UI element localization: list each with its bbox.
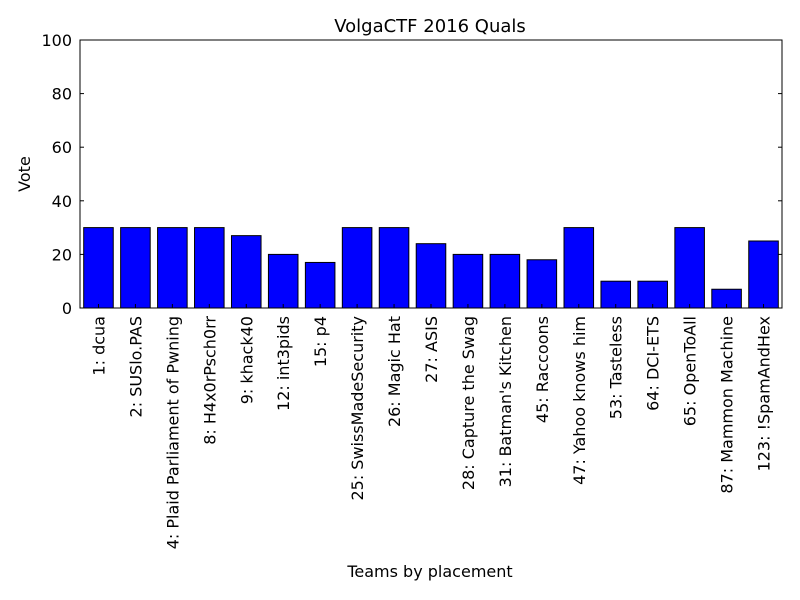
x-tick-label: 28: Capture the Swag [459, 316, 478, 490]
x-tick-label: 1: dcua [89, 316, 108, 376]
x-tick-label: 15: p4 [311, 316, 330, 367]
x-tick-label: 45: Raccoons [533, 316, 552, 423]
bar-8 [341, 227, 373, 309]
y-tick-label: 40 [52, 192, 72, 211]
bar-16 [637, 280, 668, 309]
x-tick-label: 4: Plaid Parliament of Pwning [163, 316, 182, 549]
x-axis-label: Teams by placement [346, 562, 512, 581]
bar-6 [267, 253, 299, 309]
x-tick-label: 64: DCI-ETS [644, 316, 663, 411]
x-tick-label: 53: Tasteless [607, 316, 626, 419]
y-tick-label: 60 [52, 138, 72, 157]
y-axis-label: Vote [15, 156, 34, 192]
x-tick-label: 12: int3pids [274, 316, 293, 411]
x-tick-label: 8: H4x0rPsch0rr [200, 316, 219, 445]
bar-10 [415, 243, 447, 309]
chart-title: VolgaCTF 2016 Quals [334, 16, 526, 37]
x-tick-label: 9: khack40 [237, 316, 256, 404]
bar-17 [674, 227, 705, 309]
bar-4 [194, 227, 225, 309]
bar-1 [83, 227, 114, 309]
bar-12 [489, 253, 521, 309]
x-tick-label: 123: !SpamAndHex [755, 316, 774, 471]
bar-9 [378, 227, 410, 309]
bar-14 [563, 227, 595, 309]
bar-7 [304, 261, 336, 309]
y-axis-ticks: 0 20 40 60 80 100 [41, 31, 782, 318]
bar-2 [120, 227, 151, 309]
bar-19 [748, 240, 779, 309]
bar-3 [157, 227, 188, 309]
x-tick-label: 26: Magic Hat [385, 316, 404, 427]
y-tick-label: 20 [52, 245, 72, 264]
y-tick-label: 80 [52, 85, 72, 104]
x-tick-label: 2: SUSlo.PAS [126, 316, 145, 417]
x-tick-label: 47: Yahoo knows him [570, 316, 589, 485]
bar-13 [526, 259, 558, 309]
x-tick-label: 25: SwissMadeSecurity [348, 316, 367, 501]
plot-frame [79, 39, 783, 309]
x-tick-label: 87: Mammon Machine [718, 316, 737, 494]
bars-group [83, 227, 779, 309]
bar-15 [600, 280, 632, 309]
bar-11 [452, 253, 484, 309]
y-tick-label: 100 [41, 31, 72, 50]
x-tick-label: 65: OpenToAll [681, 316, 700, 426]
y-tick-label: 0 [62, 299, 72, 318]
x-axis-ticks: 1: dcua 2: SUSlo.PAS 4: Plaid Parliament o… [89, 304, 774, 549]
x-tick-label: 31: Batman's Kitchen [496, 316, 515, 487]
x-tick-label: 27: ASIS [422, 316, 441, 383]
bar-5 [230, 235, 262, 309]
